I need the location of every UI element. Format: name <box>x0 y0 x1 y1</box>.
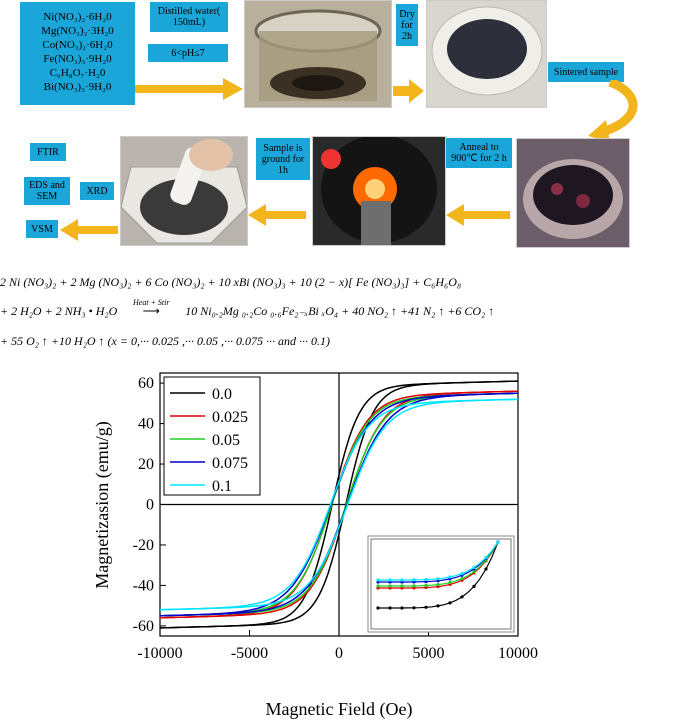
dried-powder-photo <box>426 0 547 108</box>
equation-line-2: + 2 H₂O + 2 NH₃ • H₂O Heat + Stir ⟶ 10 N… <box>0 298 685 319</box>
legend-label-0.0: 0.0 <box>212 386 232 403</box>
inset-marker <box>484 556 488 560</box>
inset-marker <box>412 584 416 588</box>
chemical-5: C₆H₈O₇·H₂0 <box>49 67 106 79</box>
equation-line-1: 2 Ni (NO₃)₂ + 2 Mg (NO₃)₂ + 6 Co (NO₃)₂ … <box>0 275 462 289</box>
dry-box: Dry for 2h <box>396 4 418 46</box>
x-tick-label: -5000 <box>231 645 268 662</box>
beaker-photo <box>244 0 392 108</box>
inset-marker <box>424 605 428 609</box>
inset-marker <box>400 606 404 610</box>
inset-marker <box>376 606 380 610</box>
xrd-box: XRD <box>80 182 114 200</box>
equation-line-2-right: 10 Ni₀.₂Mg ₀.₂Co ₀.₆Fe₂₋ₓBi ₓO₄ + 40 NO₂… <box>185 304 495 318</box>
inset-marker <box>388 578 392 582</box>
equation-arrow-label: Heat + Stir <box>132 298 170 307</box>
legend-frame <box>163 376 261 496</box>
y-tick-label: -40 <box>133 577 154 594</box>
inset-marker <box>436 583 440 587</box>
arrow-to-vsm <box>60 219 118 241</box>
chemical-2: Mg(NO₃)₂·3H₂0 <box>41 25 114 37</box>
legend-label-0.075: 0.075 <box>212 455 248 472</box>
inset-marker <box>400 578 404 582</box>
inset-marker <box>460 572 464 576</box>
inset-marker <box>472 570 476 574</box>
inset-marker <box>400 584 404 588</box>
legend-label-0.05: 0.05 <box>212 432 240 449</box>
inset-marker <box>388 584 392 588</box>
inset-marker <box>436 577 440 581</box>
inset-marker <box>412 606 416 610</box>
x-tick-label: 10000 <box>498 645 538 662</box>
axis-ticks: -10000 -5000 0 5000 10000 -60 -40 -20 0 20 40 60 <box>133 373 538 662</box>
furnace-image <box>313 137 445 245</box>
equation-line-3: + 55 O₂ ↑ +10 H₂O ↑ (x = 0,··· 0.025 ,··… <box>0 334 330 348</box>
dried-powder-image <box>427 1 546 107</box>
curve-0.1-descending <box>159 398 519 611</box>
inset-marker <box>388 606 392 610</box>
hysteresis-curves <box>159 380 519 629</box>
inset-marker <box>484 567 488 571</box>
sintered-image <box>517 139 629 247</box>
chemical-1: Ni(NO₃)₂·6H₂0 <box>43 11 112 23</box>
inset-marker <box>460 577 464 581</box>
chemical-6: Bi(NO₃)₃·9H₂0 <box>43 81 112 93</box>
y-tick-label: 20 <box>138 456 154 473</box>
y-tick-label: 60 <box>138 375 154 392</box>
inset-marker <box>376 584 380 588</box>
ftir-box: FTIR <box>30 143 66 161</box>
beaker-image <box>245 1 391 107</box>
inset-marker <box>448 601 452 605</box>
inset-marker <box>472 565 476 570</box>
eds-box: EDS and SEM <box>24 177 70 205</box>
mortar-image <box>121 137 247 245</box>
y-axis-label: Magnetizasion (emu/g) <box>92 421 113 588</box>
x-tick-label: 0 <box>335 645 343 662</box>
inset-marker <box>448 581 452 585</box>
inset-plot <box>367 535 515 633</box>
y-tick-label: 40 <box>138 416 154 433</box>
chemical-list: Ni(NO₃)₂·6H₂0 Mg(NO₃)₂·3H₂0 Co(NO₃)₂·6H₂… <box>20 2 135 105</box>
inset-marker <box>496 540 500 544</box>
arrow-to-furnace <box>446 204 510 226</box>
arrow-to-beaker <box>135 78 243 100</box>
equation-arrow: Heat + Stir ⟶ <box>120 298 182 319</box>
inset-marker <box>436 604 440 608</box>
inset-marker <box>412 578 416 582</box>
x-tick-label: 5000 <box>413 645 445 662</box>
sintered-box: Sintered sample <box>548 62 624 82</box>
inset-inner-frame <box>370 538 512 630</box>
sintered-photo <box>516 138 630 248</box>
anneal-box: Anneal to 900℃ for 2 h <box>446 138 512 168</box>
chemical-3: Co(NO₃)₂·6H₂0 <box>42 39 113 51</box>
x-tick-label: -10000 <box>137 645 182 662</box>
equation-line-2-left: + 2 H₂O + 2 NH₃ • H₂O <box>0 304 118 318</box>
legend-label-0.1: 0.1 <box>212 478 232 495</box>
mortar-photo <box>120 136 248 246</box>
curve-0.0-descending <box>160 380 518 629</box>
inset-marker <box>460 595 464 599</box>
inset-marker <box>472 584 476 588</box>
water-box: Distilled water( 150mL) <box>150 2 228 32</box>
y-tick-label: -20 <box>133 537 154 554</box>
ground-box: Sample is ground for 1h <box>256 138 310 180</box>
inset-marker <box>424 583 428 588</box>
inset-marker <box>448 575 452 579</box>
y-tick-label: -60 <box>133 618 154 635</box>
legend-label-0.025: 0.025 <box>212 409 248 426</box>
y-tick-label: 0 <box>146 497 154 514</box>
vsm-box: VSM <box>26 220 58 238</box>
furnace-photo <box>312 136 446 246</box>
legend: 0.0 0.025 0.05 0.075 0.1 <box>163 376 261 496</box>
curved-arrow <box>588 80 638 142</box>
ph-box: 6<pH≤7 <box>148 44 228 62</box>
arrow-to-mortar <box>248 204 306 226</box>
chemical-4: Fe(NO₃)₃·9H₂0 <box>43 53 112 65</box>
hysteresis-chart: -10000 -5000 0 5000 10000 -60 -40 -20 0 20 40 60 0.… <box>92 372 538 720</box>
inset-marker <box>376 578 380 582</box>
arrow-to-dried <box>393 79 424 103</box>
x-axis-label: Magnetic Field (Oe) <box>266 699 413 720</box>
inset-marker <box>424 578 428 582</box>
